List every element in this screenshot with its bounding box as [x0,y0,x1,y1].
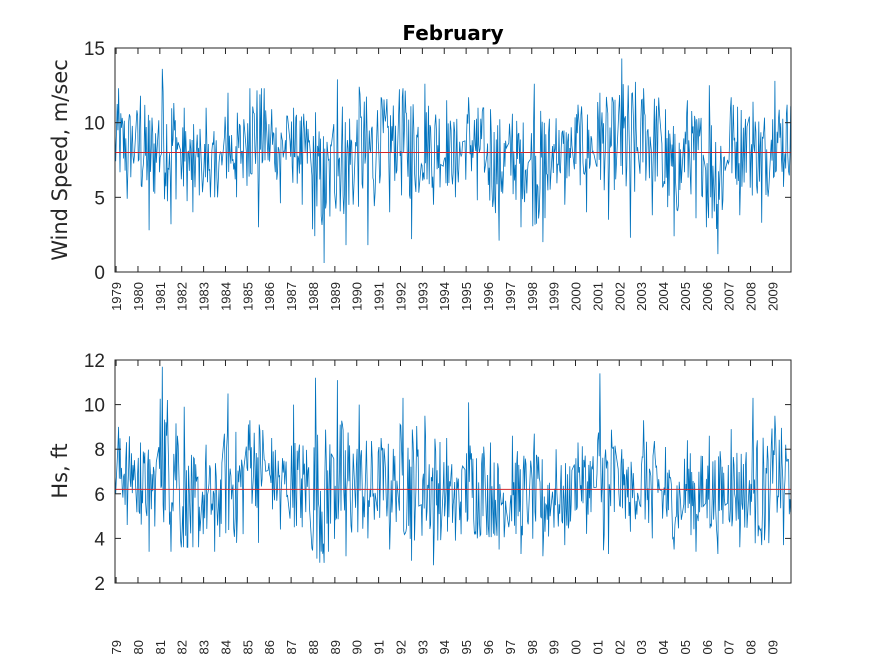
x-tick-label: 01 [590,640,605,654]
x-tick-label: 86 [262,640,277,654]
wave-height-panel: 2 4 6 8 10 12 79 80 81 82 83 84 85 86 87 88 89 90 91 92 93 94… [84,351,792,654]
x-tick-label: 98 [525,640,540,654]
x-tick-label: 93 [415,640,430,654]
x-tick-label: 1997 [503,282,518,311]
x-tick-label: 1979 [109,282,124,311]
x-tick-label: 89 [328,640,343,654]
x-tick-label: 79 [109,640,124,654]
x-tick-label: 06 [700,640,715,654]
y-tick-label: 2 [94,574,105,595]
x-tick-label: 2000 [569,282,584,311]
y-tick-label: 10 [84,396,105,417]
y-tick-label: 0 [94,263,105,284]
x-tick-label: 1981 [153,282,168,311]
x-tick-label: 1992 [394,282,409,311]
x-tick-label: 83 [197,640,212,654]
y-tick-label: 15 [84,39,105,60]
x-tick-label: 1998 [525,282,540,311]
x-tick-label: 1986 [262,282,277,311]
x-tick-label: 2006 [700,282,715,311]
y-tick-label: 8 [94,440,105,461]
x-tick-label: 1990 [350,282,365,311]
x-tick-label: 2007 [722,282,737,311]
x-tick-label: 2009 [765,282,780,311]
x-tick-label: 81 [153,640,168,654]
x-tick-label: 09 [765,640,780,654]
y-axis-label-hs: Hs, ft [48,443,72,498]
x-tick-label: 05 [678,640,693,654]
x-tick-label: 08 [744,640,759,654]
axes-box [114,47,792,273]
x-tick-label: 2005 [678,282,693,311]
x-tick-label: 1995 [459,282,474,311]
x-tick-label: 1982 [175,282,190,311]
x-tick-label: 1983 [197,282,212,311]
x-tick-label: 97 [503,640,518,654]
x-tick-label: 90 [350,640,365,654]
x-tick-label: 1987 [284,282,299,311]
x-tick-label: 1994 [437,282,452,311]
y-tick-label: 6 [94,485,105,506]
x-tick-label: 1980 [131,282,146,311]
x-tick-label: 88 [306,640,321,654]
x-tick-label: 1985 [240,282,255,311]
x-tick-label: 2001 [590,282,605,311]
y-axis-label-wind: Wind Speed, m/sec [48,59,72,261]
x-tick-label: 82 [175,640,190,654]
x-tick-label: 91 [372,640,387,654]
x-tick-label: 1984 [219,282,234,311]
x-tick-label: 96 [481,640,496,654]
x-tick-label: 80 [131,640,146,654]
x-tick-label: 92 [394,640,409,654]
y-tick-label: 4 [94,529,105,550]
x-tick-label: 99 [547,640,562,654]
axes-box [114,359,792,584]
x-tick-label: 1991 [372,282,387,311]
x-tick-label: 1989 [328,282,343,311]
y-tick-label: 5 [94,188,105,209]
y-tick-label: 10 [84,114,105,135]
x-tick-label: 2002 [612,282,627,311]
x-tick-label: 03 [634,640,649,654]
x-tick-label: 04 [656,640,671,654]
y-tick-label: 12 [84,351,105,372]
x-tick-label: 95 [459,640,474,654]
x-tick-label: 1988 [306,282,321,311]
x-tick-label: 1999 [547,282,562,311]
series-line [114,366,792,566]
series-line [114,58,792,264]
wind-speed-panel: 0 5 10 15 1979 1980 1981 1982 1983 1984 1985 1986 19… [84,39,792,311]
x-tick-label: 85 [240,640,255,654]
x-tick-label: 1993 [415,282,430,311]
x-tick-label: 2008 [744,282,759,311]
x-tick-label: 2004 [656,282,671,311]
x-tick-label: 2003 [634,282,649,311]
chart-title: February [402,21,503,45]
x-tick-label: 02 [612,640,627,654]
x-tick-label: 94 [437,640,452,654]
x-tick-label: 00 [569,640,584,654]
x-tick-label: 87 [284,640,299,654]
x-tick-label: 07 [722,640,737,654]
x-tick-label: 84 [219,640,234,654]
x-tick-label: 1996 [481,282,496,311]
